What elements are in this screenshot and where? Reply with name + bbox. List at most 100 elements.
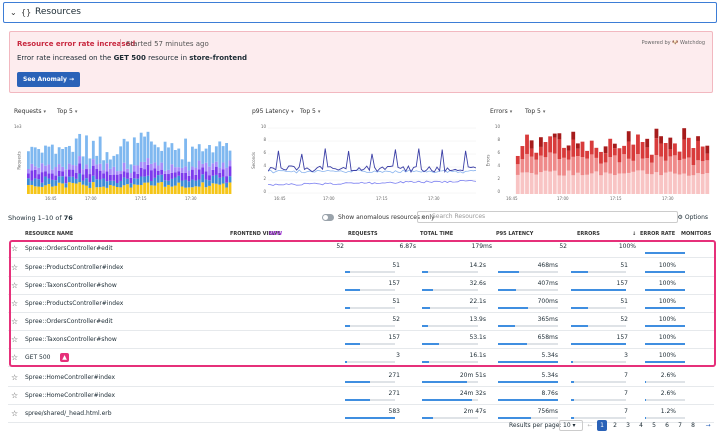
- star-icon[interactable]: ☆: [11, 244, 19, 253]
- errors-bar: [589, 154, 594, 174]
- errors-bar: [603, 172, 608, 194]
- page-button[interactable]: 6: [665, 422, 669, 429]
- page-button[interactable]: 4: [639, 422, 643, 429]
- table-row[interactable]: ☆ Spree::ProductsController#index 51 14.2s 4…: [8, 259, 714, 277]
- prev-page-button[interactable]: ←: [587, 422, 593, 429]
- requests-bar: [146, 131, 150, 159]
- requests-bar: [40, 186, 44, 194]
- requests-bar: [30, 170, 34, 181]
- latency-x-axis: 16:45 17:00 17:15 17:30: [268, 196, 476, 202]
- requests-bar: [95, 164, 99, 170]
- resource-name[interactable]: Spree::ProductsController#index: [25, 300, 124, 307]
- col-frontend-views[interactable]: FRONTEND VIEWS: [230, 231, 281, 237]
- requests-bar: [201, 163, 205, 168]
- next-page-button[interactable]: →: [705, 422, 711, 429]
- requests-bar: [98, 179, 102, 188]
- resource-name[interactable]: Spree::HomeController#index: [25, 392, 116, 399]
- star-icon[interactable]: ☆: [11, 281, 19, 290]
- errors-chart: [515, 128, 710, 194]
- star-icon[interactable]: ☆: [11, 373, 19, 382]
- requests-bar: [30, 163, 34, 171]
- table-row[interactable]: ☆ Spree::OrdersController#edit 52 6.87s 179m…: [8, 240, 714, 258]
- requests-bar: [156, 182, 160, 194]
- requests-bar: [132, 171, 136, 179]
- requests-bar: [71, 169, 75, 177]
- requests-bar: [95, 179, 99, 188]
- col-error-rate[interactable]: ERROR RATE: [640, 231, 676, 237]
- resource-name[interactable]: Spree::OrdersController#edit: [25, 318, 113, 325]
- table-row[interactable]: ☆ Spree::HomeController#index 271 20m 51s 5.…: [8, 369, 714, 387]
- options-button[interactable]: ⚙ Options: [678, 214, 708, 221]
- chevron-down-icon[interactable]: ⌄: [10, 8, 17, 17]
- requests-bar: [85, 164, 88, 170]
- search-input[interactable]: ⌕ Search Resources: [417, 211, 678, 223]
- page-button[interactable]: 5: [652, 422, 656, 429]
- star-icon[interactable]: ☆: [11, 335, 19, 344]
- errors-bar: [654, 128, 659, 139]
- requests-top-select[interactable]: Top 5 ▾: [57, 108, 77, 115]
- requests-bar: [228, 166, 232, 177]
- col-errors[interactable]: ERRORS: [577, 231, 600, 237]
- errors-bar: [599, 151, 603, 164]
- requests-bar: [30, 146, 34, 164]
- search-icon: ⌕: [421, 213, 425, 221]
- page-button[interactable]: 7: [678, 422, 682, 429]
- requests-bar: [211, 163, 215, 170]
- table-row[interactable]: ☆ Spree::TaxonsController#show 157 53.1s 658…: [8, 331, 714, 349]
- cell-errors: 7: [624, 408, 628, 415]
- results-per-page-select[interactable]: 10 ▾: [559, 420, 583, 431]
- star-icon[interactable]: ☆: [11, 263, 19, 272]
- col-total-time[interactable]: TOTAL TIME: [420, 231, 454, 237]
- star-icon[interactable]: ☆: [11, 299, 19, 308]
- col-requests[interactable]: REQUESTS: [348, 231, 378, 237]
- col-resource-name[interactable]: RESOURCE NAME: [25, 231, 74, 237]
- resource-name[interactable]: spree/shared/_head.html.erb: [25, 410, 112, 417]
- page-button[interactable]: 2: [613, 422, 617, 429]
- requests-bar: [150, 170, 153, 181]
- requests-bar: [88, 158, 92, 169]
- page-button[interactable]: 1: [597, 420, 607, 431]
- star-icon[interactable]: ☆: [11, 391, 19, 400]
- latency-metric-select[interactable]: p95 Latency ▾: [252, 108, 294, 115]
- page-button[interactable]: 3: [626, 422, 630, 429]
- requests-bar: [201, 182, 205, 194]
- star-icon[interactable]: ☆: [11, 317, 19, 326]
- col-p95-latency[interactable]: P95 LATENCY: [496, 231, 534, 237]
- requests-bar: [136, 142, 140, 166]
- page-button[interactable]: 8: [691, 422, 695, 429]
- errors-metric-select[interactable]: Errors ▾: [490, 108, 512, 115]
- requests-bar: [211, 152, 215, 164]
- cell-errors: 51: [620, 298, 628, 305]
- table-row[interactable]: ☆ spree/shared/_head.html.erb 583 2m 47s 756…: [8, 405, 714, 423]
- cell-errors: 7: [624, 390, 628, 397]
- resource-name[interactable]: Spree::OrdersController#edit: [25, 245, 113, 252]
- requests-bar: [74, 178, 78, 184]
- requests-bar: [91, 140, 95, 160]
- star-icon[interactable]: ☆: [11, 409, 19, 418]
- requests-bar: [146, 175, 150, 183]
- table-row[interactable]: ☆ Spree::OrdersController#edit 52 13.9s 365m…: [8, 313, 714, 331]
- table-row[interactable]: ☆ Spree::TaxonsController#show 157 32.6s 407…: [8, 277, 714, 295]
- resource-name[interactable]: Spree::TaxonsController#show: [25, 282, 117, 289]
- resource-name[interactable]: Spree::ProductsController#index: [25, 264, 124, 271]
- errors-top-select[interactable]: Top 5 ▾: [525, 108, 545, 115]
- anomalous-only-toggle[interactable]: [322, 214, 334, 221]
- star-icon[interactable]: ☆: [11, 353, 19, 362]
- requests-bar: [180, 172, 184, 181]
- resource-name[interactable]: Spree::HomeController#index: [25, 374, 116, 381]
- resource-name[interactable]: GET 500: [25, 354, 51, 361]
- table-row[interactable]: ☆ Spree::ProductsController#index 51 22.1s 7…: [8, 295, 714, 313]
- requests-bar: [85, 135, 88, 165]
- errors-bar: [520, 172, 525, 194]
- see-anomaly-button[interactable]: See Anomaly →: [17, 72, 80, 87]
- errors-bar: [552, 133, 557, 138]
- resources-section-header[interactable]: ⌄ {} Resources: [3, 2, 717, 23]
- requests-metric-select[interactable]: Requests ▾: [14, 108, 46, 115]
- table-row[interactable]: ☆ Spree::HomeController#index 271 24m 32s 8.…: [8, 387, 714, 405]
- resource-name[interactable]: Spree::TaxonsController#show: [25, 336, 117, 343]
- col-monitors[interactable]: MONITORS: [681, 231, 712, 237]
- requests-bar: [112, 166, 116, 175]
- latency-top-select[interactable]: Top 5 ▾: [300, 108, 320, 115]
- errors-bar: [562, 175, 566, 194]
- requests-bar: [160, 162, 164, 170]
